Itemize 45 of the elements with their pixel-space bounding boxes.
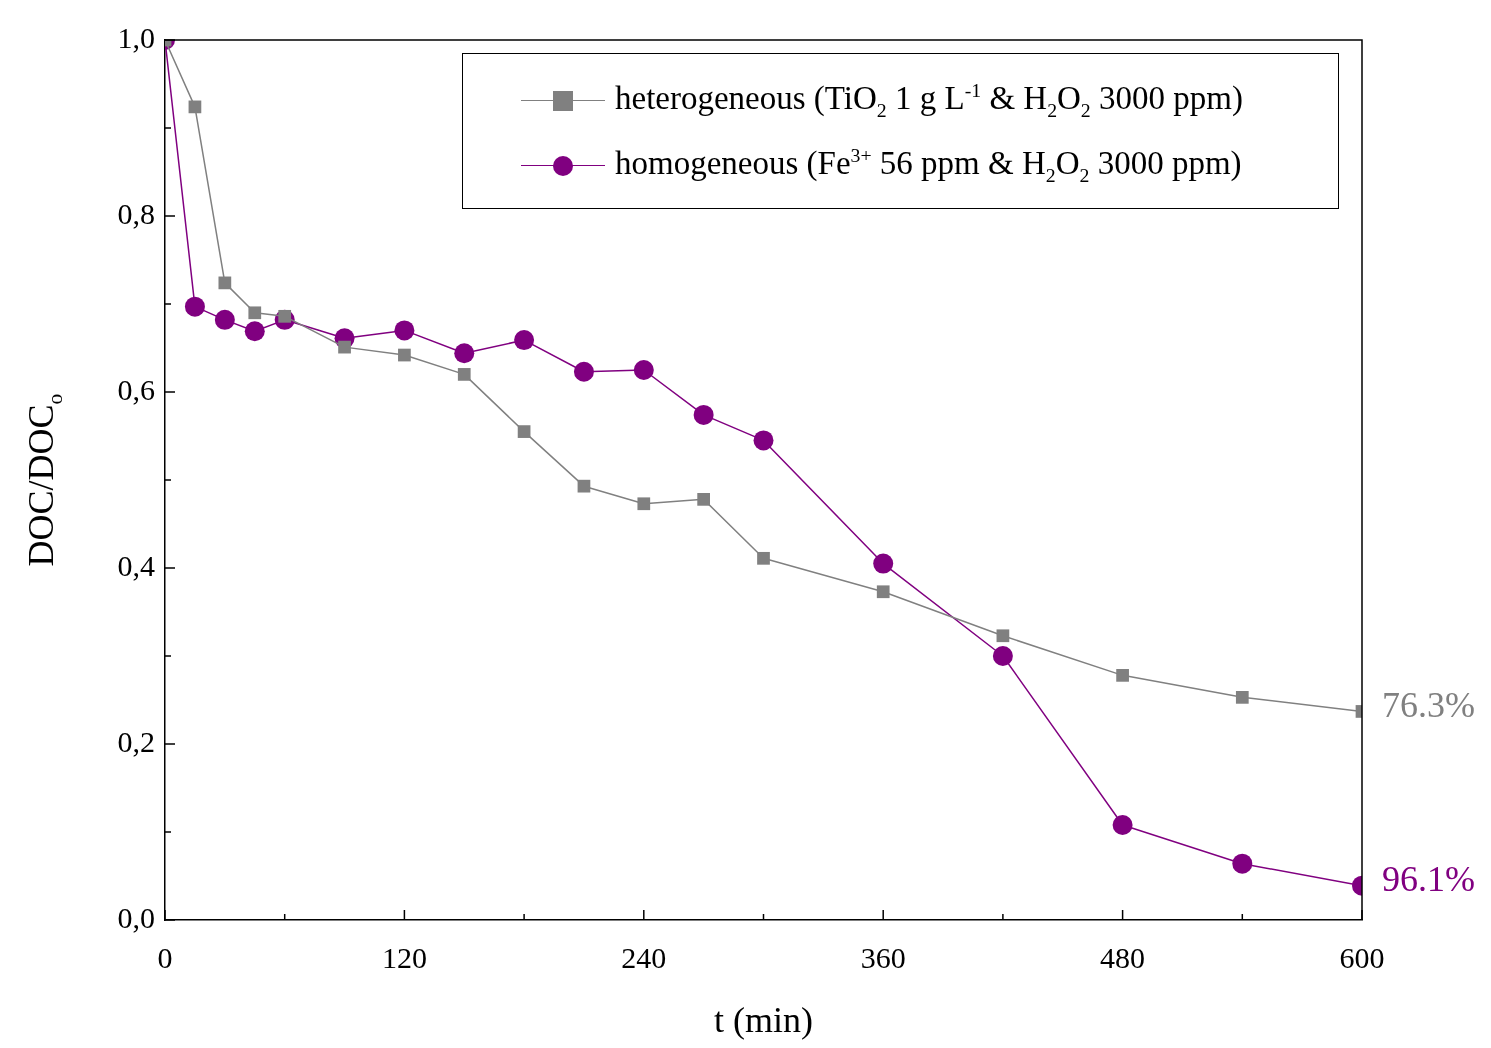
point: [693, 404, 714, 425]
x-tick-label: 240: [621, 940, 667, 974]
y-tick-label: 0,2: [117, 724, 155, 758]
point: [996, 629, 1010, 643]
x-tick-label: 480: [1100, 940, 1146, 974]
x-axis-title: t (min): [714, 999, 813, 1040]
point: [514, 330, 535, 351]
point: [517, 425, 531, 438]
point: [633, 360, 654, 380]
point: [697, 493, 711, 506]
y-tick-label: 0,6: [117, 372, 155, 406]
point: [1112, 814, 1133, 835]
point: [214, 309, 235, 330]
annotation: 76.3%: [1382, 684, 1475, 725]
point: [1235, 691, 1249, 704]
point: [398, 348, 411, 362]
point: [873, 553, 894, 574]
x-tick-label: 360: [860, 940, 906, 974]
point: [876, 585, 890, 599]
point: [457, 368, 471, 381]
point: [338, 340, 351, 354]
point: [184, 296, 205, 317]
point: [573, 361, 594, 382]
point: [992, 646, 1013, 666]
y-tick-label: 0,8: [117, 196, 155, 230]
text: heterogeneous (TiO$_{2}$ 1 g L$^{-1}$ & H$_{2}$O$_{2}$ 3000 ppm): [615, 79, 1243, 121]
point: [637, 497, 651, 511]
x-tick-label: 120: [381, 940, 427, 974]
point: [394, 320, 415, 341]
y-tick-label: 0,4: [117, 548, 155, 582]
point: [577, 479, 591, 493]
point: [753, 430, 774, 451]
point: [1232, 853, 1253, 874]
point: [454, 343, 475, 364]
point: [757, 551, 770, 565]
y-tick-label: 1,0: [117, 20, 155, 54]
point: [1116, 669, 1129, 682]
annotation: 96.1%: [1382, 859, 1475, 900]
x-tick-label: 600: [1339, 940, 1385, 974]
x-tick-label: 0: [157, 940, 173, 974]
point: [248, 306, 262, 320]
legend-label: homogeneous (Fe$^{3+}$ 56 ppm & H$_{2}$O$_{2}$ 3000 ppm): [615, 144, 1242, 187]
point: [218, 276, 232, 290]
point: [244, 321, 265, 342]
y-tick-label: 0,0: [117, 900, 155, 934]
